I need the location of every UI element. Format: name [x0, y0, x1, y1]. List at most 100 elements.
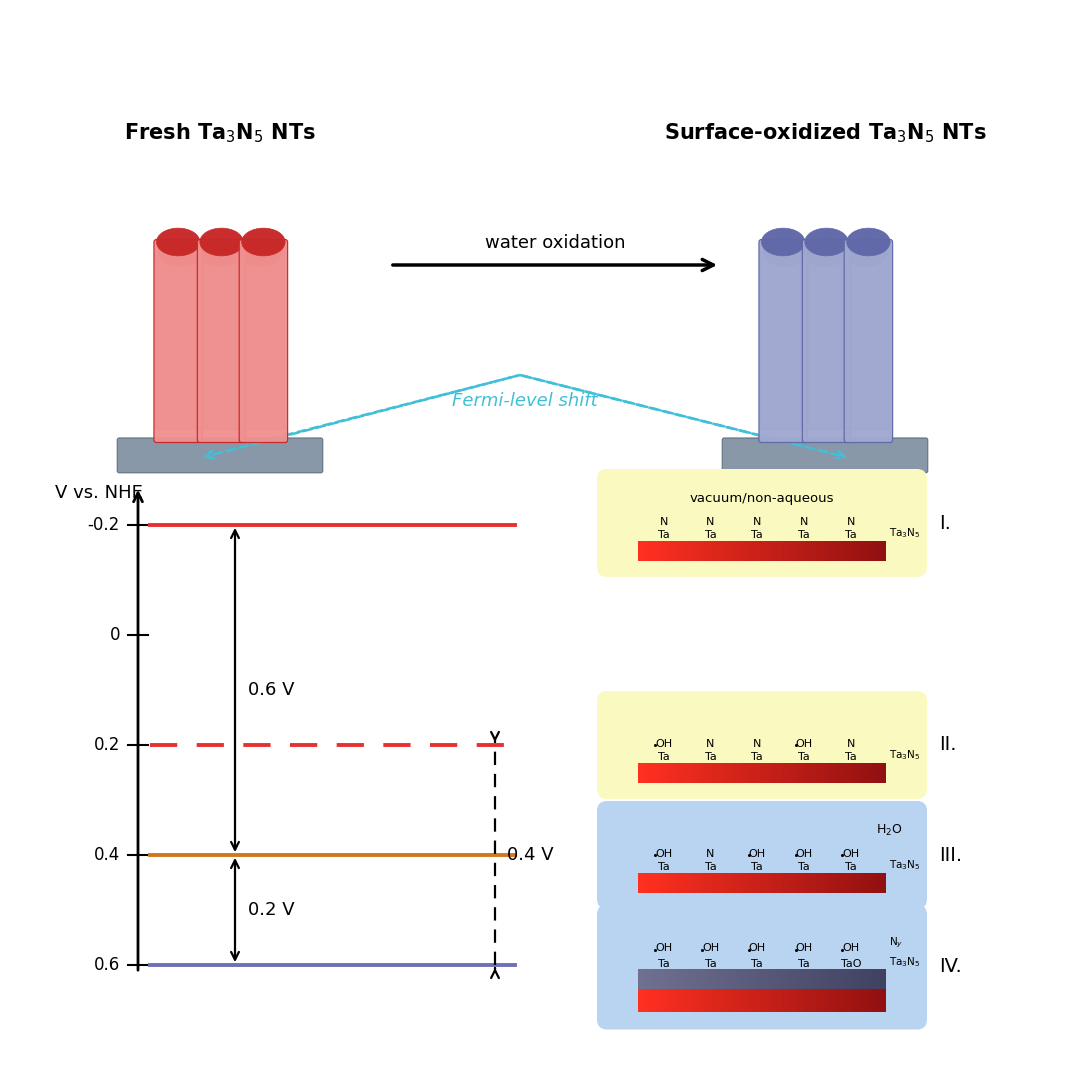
Bar — [654, 989, 657, 1012]
Bar — [826, 970, 828, 989]
Bar — [756, 970, 758, 989]
Bar — [804, 989, 806, 1012]
Bar — [743, 764, 745, 783]
Bar — [663, 874, 665, 893]
Bar — [646, 970, 648, 989]
Bar — [815, 970, 818, 989]
Bar — [795, 764, 797, 783]
Bar — [783, 874, 785, 893]
Bar — [801, 764, 804, 783]
FancyBboxPatch shape — [597, 691, 927, 799]
Bar — [693, 970, 697, 989]
Bar — [762, 989, 765, 1012]
Bar — [774, 874, 777, 893]
Bar — [663, 764, 665, 783]
Bar — [640, 874, 643, 893]
Bar — [671, 541, 673, 561]
Bar — [690, 541, 692, 561]
Bar — [878, 970, 880, 989]
Bar — [774, 764, 777, 783]
Bar — [745, 989, 747, 1012]
Bar — [811, 970, 814, 989]
Bar — [869, 874, 872, 893]
Bar — [859, 970, 862, 989]
Bar — [704, 874, 706, 893]
Bar — [654, 541, 657, 561]
Bar — [872, 970, 874, 989]
Bar — [754, 541, 756, 561]
Text: Fermi-level shift: Fermi-level shift — [453, 392, 598, 410]
Bar — [688, 874, 690, 893]
Bar — [842, 970, 845, 989]
Bar — [715, 989, 717, 1012]
Bar — [836, 970, 839, 989]
Bar — [711, 874, 713, 893]
Bar — [725, 970, 727, 989]
Bar — [764, 989, 767, 1012]
Bar — [661, 541, 663, 561]
Text: OH: OH — [748, 943, 766, 954]
Bar — [840, 874, 842, 893]
Bar — [822, 541, 824, 561]
Bar — [787, 541, 789, 561]
Bar — [740, 874, 742, 893]
Bar — [853, 970, 855, 989]
Bar — [859, 874, 862, 893]
Bar — [785, 541, 787, 561]
Bar — [671, 764, 673, 783]
Bar — [706, 764, 708, 783]
Bar — [824, 541, 826, 561]
Bar — [690, 989, 692, 1012]
Bar — [704, 970, 706, 989]
Bar — [883, 874, 887, 893]
Bar — [849, 764, 851, 783]
Bar — [878, 764, 880, 783]
Bar — [764, 541, 767, 561]
Bar — [704, 541, 706, 561]
Bar — [880, 541, 882, 561]
Bar — [883, 764, 887, 783]
Bar — [835, 764, 837, 783]
Bar — [654, 874, 657, 893]
Text: Ta: Ta — [798, 529, 810, 540]
Bar — [851, 541, 853, 561]
Bar — [729, 764, 731, 783]
Bar — [706, 541, 708, 561]
Bar — [654, 764, 657, 783]
Text: OH: OH — [796, 739, 812, 748]
Bar — [826, 764, 828, 783]
Bar — [733, 874, 735, 893]
Bar — [684, 874, 686, 893]
Text: IV.: IV. — [939, 958, 962, 976]
Bar — [640, 989, 643, 1012]
Bar — [826, 541, 828, 561]
Bar — [686, 970, 688, 989]
Bar — [855, 764, 858, 783]
Bar — [675, 541, 677, 561]
Bar — [684, 541, 686, 561]
Bar — [679, 989, 681, 1012]
Bar — [735, 874, 738, 893]
Text: OH: OH — [842, 943, 860, 954]
Bar — [822, 989, 824, 1012]
Ellipse shape — [199, 239, 242, 267]
Bar — [681, 764, 684, 783]
Bar — [741, 541, 744, 561]
Bar — [750, 764, 752, 783]
Bar — [688, 764, 690, 783]
Bar — [795, 970, 797, 989]
Bar — [657, 970, 659, 989]
Bar — [880, 989, 882, 1012]
Bar — [822, 970, 824, 989]
Bar — [851, 970, 853, 989]
Bar — [762, 970, 765, 989]
Bar — [743, 541, 745, 561]
Bar — [774, 989, 777, 1012]
Bar — [831, 874, 833, 893]
Bar — [863, 970, 865, 989]
Bar — [824, 989, 826, 1012]
Bar — [740, 989, 742, 1012]
Bar — [643, 970, 645, 989]
Bar — [731, 989, 733, 1012]
Bar — [698, 989, 700, 1012]
